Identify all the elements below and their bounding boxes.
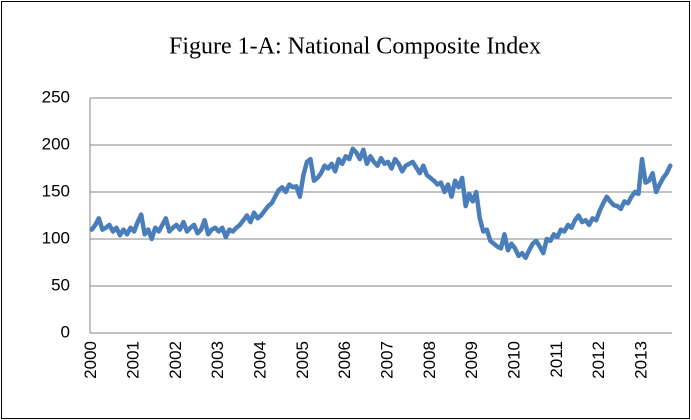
data-line (89, 146, 673, 261)
x-tick-label: 2004 (251, 341, 270, 379)
x-tick-label: 2006 (335, 341, 354, 379)
y-tick-label: 100 (42, 228, 70, 247)
x-tick-label: 2012 (589, 341, 608, 379)
y-tick-label: 250 (42, 87, 70, 106)
x-tick-label: 2003 (208, 341, 227, 379)
y-tick-label: 150 (42, 181, 70, 200)
x-tick-label: 2008 (420, 341, 439, 379)
x-tick-label: 2005 (293, 341, 312, 379)
y-tick-label: 50 (51, 275, 70, 294)
x-tick-label: 2001 (124, 341, 143, 379)
x-tick-label: 2009 (462, 341, 481, 379)
chart-title: Figure 1-A: National Composite Index (169, 34, 541, 60)
y-tick-label: 200 (42, 134, 70, 153)
x-tick-label: 2007 (378, 341, 397, 379)
x-tick-label: 2011 (547, 341, 566, 378)
x-tick-label: 2013 (632, 341, 651, 379)
x-tick-label: 2000 (81, 341, 100, 379)
x-tick-label: 2010 (505, 341, 524, 379)
y-tick-label: 0 (61, 322, 70, 341)
x-tick-label: 2002 (166, 341, 185, 379)
